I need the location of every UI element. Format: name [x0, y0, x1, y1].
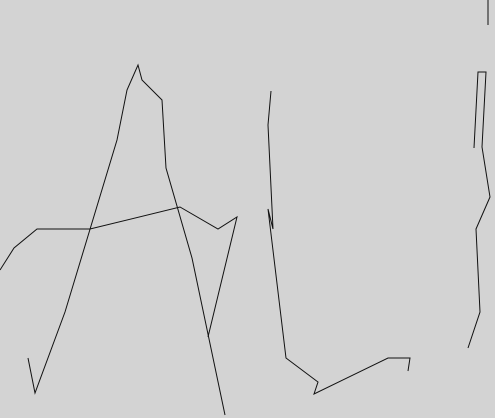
stroke-1	[27, 63, 226, 416]
stroke-2	[0, 206, 238, 338]
stroke-5	[467, 71, 491, 349]
stroke-3	[267, 90, 411, 395]
